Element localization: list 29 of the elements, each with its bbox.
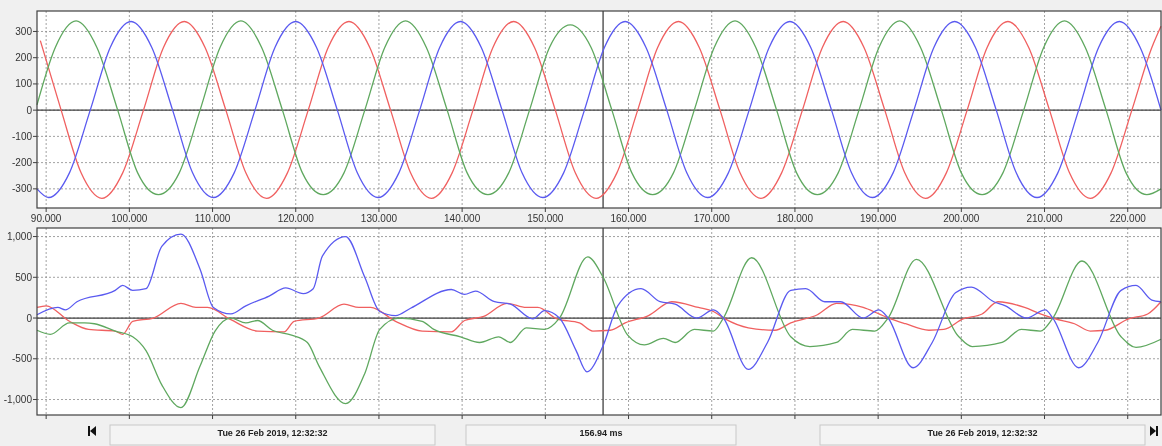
- x-tick-label: 190.000: [860, 213, 897, 224]
- y-tick-label: 500: [15, 271, 33, 283]
- x-tick-label: 180.000: [776, 213, 814, 224]
- y-tick-label: 200: [15, 52, 33, 64]
- y-tick-label: -200: [11, 157, 33, 169]
- y-tick-label: -500: [11, 353, 33, 365]
- x-tick-label: 170.000: [693, 213, 731, 224]
- x-tick-label: 100.000: [111, 213, 148, 224]
- text: 156.94 ms: [579, 428, 623, 439]
- y-tick-label: 300: [15, 25, 33, 37]
- y-tick-label: 0: [26, 312, 33, 324]
- x-tick-label: 200.000: [943, 213, 980, 224]
- y-tick-label: -100: [11, 130, 33, 142]
- x-tick-label: 150.000: [527, 213, 564, 224]
- x-tick-label: 130.000: [360, 213, 398, 224]
- x-tick-label: 110.000: [194, 213, 231, 224]
- y-tick-label: 100: [15, 78, 33, 90]
- y-tick-label: -300: [11, 183, 33, 195]
- x-tick-label: 90.000: [30, 213, 62, 224]
- x-tick-label: 120.000: [277, 213, 315, 224]
- text: Tue 26 Feb 2019, 12:32:32: [217, 428, 328, 439]
- x-tick-label: 160.000: [610, 213, 648, 224]
- y-tick-label: -1,000: [3, 394, 33, 406]
- x-tick-label: 220.000: [1109, 213, 1147, 224]
- text: Tue 26 Feb 2019, 12:32:32: [927, 428, 1038, 439]
- x-tick-label: 210.000: [1026, 213, 1064, 224]
- y-tick-label: 0: [26, 104, 33, 116]
- y-tick-label: 1,000: [6, 231, 33, 243]
- x-tick-label: 140.000: [444, 213, 481, 224]
